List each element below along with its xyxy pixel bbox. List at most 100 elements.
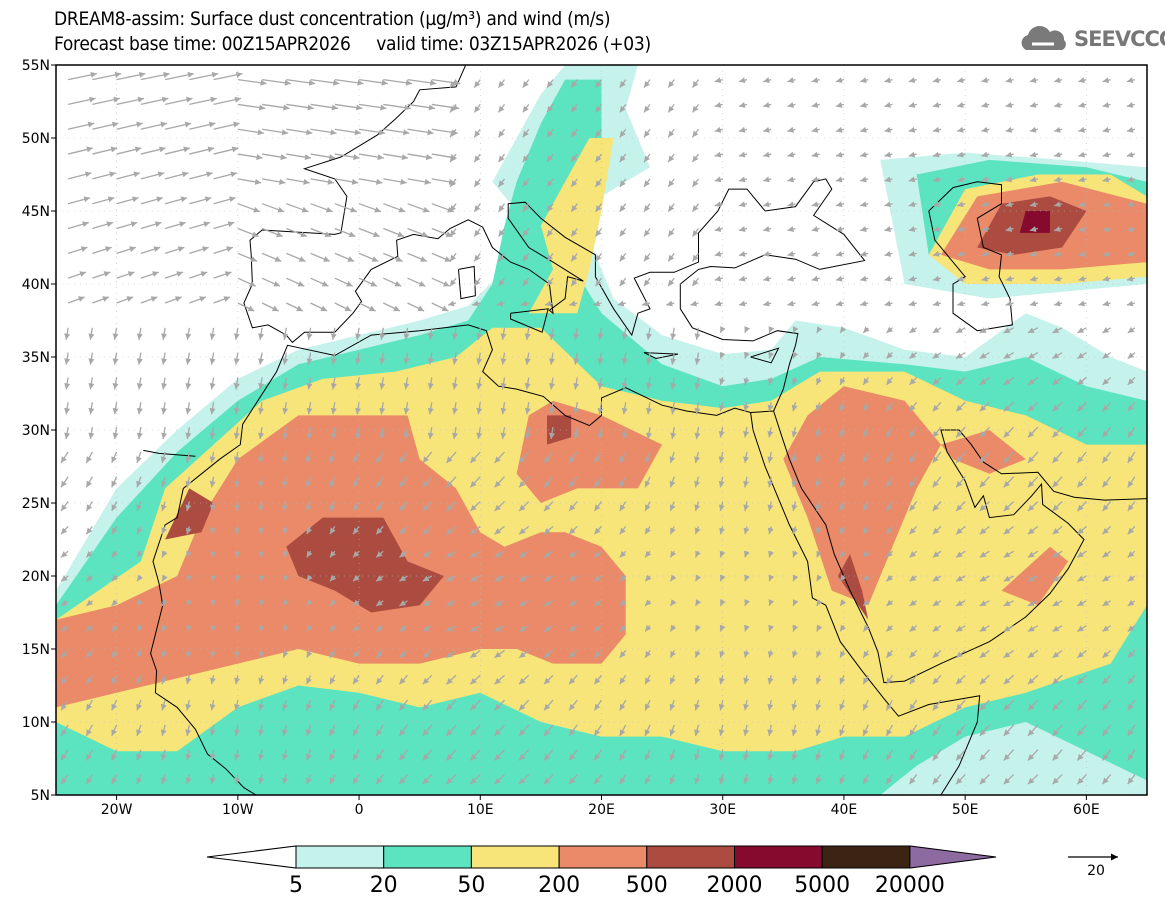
wind-arrow	[669, 699, 676, 711]
wind-arrow	[1076, 451, 1087, 464]
wind-arrow	[860, 77, 869, 84]
wind-arrow	[835, 300, 845, 307]
wind-arrow	[185, 724, 192, 737]
dust-contour-fill	[165, 488, 214, 540]
wind-arrow	[955, 600, 966, 607]
wind-arrow	[619, 476, 627, 488]
wind-arrow	[1078, 250, 1087, 257]
wind-arrow	[667, 252, 675, 262]
wind-arrow	[282, 377, 289, 390]
wind-arrow	[839, 650, 846, 659]
wind-arrow	[909, 326, 918, 334]
wind-arrow	[282, 426, 289, 440]
wind-arrow	[816, 650, 822, 658]
wind-arrow	[237, 178, 262, 185]
lat-tick-label: 5N	[31, 788, 50, 804]
wind-arrow	[860, 275, 869, 282]
wind-arrow	[261, 203, 285, 213]
wind-arrow	[60, 650, 69, 659]
wind-arrow	[594, 277, 603, 287]
wind-arrow	[619, 203, 627, 213]
wind-arrow	[1027, 600, 1039, 607]
wind-arrow	[694, 402, 701, 415]
wind-arrow	[646, 402, 652, 415]
wind-arrow	[1053, 300, 1063, 307]
wind-arrow	[261, 128, 289, 136]
wind-arrow	[811, 151, 820, 158]
wind-arrow	[667, 79, 675, 88]
wind-arrow	[1102, 176, 1111, 183]
wind-arrow	[469, 699, 481, 711]
wind-arrow	[67, 296, 85, 304]
wind-arrow	[498, 252, 506, 262]
wind-arrow	[816, 550, 823, 558]
wind-arrow	[932, 352, 942, 360]
wind-arrow	[85, 724, 93, 737]
wind-arrow	[811, 102, 820, 108]
wind-arrow	[1078, 201, 1087, 208]
wind-arrow	[546, 178, 554, 188]
wind-arrow	[161, 501, 167, 512]
wind-arrow	[957, 226, 966, 232]
wind-arrow	[792, 351, 799, 359]
wind-arrow	[792, 550, 799, 558]
wind-arrow	[718, 675, 725, 685]
wind-arrow	[258, 699, 264, 711]
wind-arrow	[261, 103, 290, 111]
wind-arrow	[955, 426, 966, 438]
wind-arrow	[862, 650, 870, 659]
wind-arrow	[92, 146, 118, 155]
wind-arrow	[643, 153, 651, 163]
wind-arrow	[594, 104, 603, 113]
wind-arrow	[815, 426, 822, 438]
wind-arrow	[136, 501, 143, 512]
wind-arrow	[189, 196, 212, 205]
wind-arrow	[862, 426, 869, 438]
wind-arrow	[719, 599, 726, 607]
wind-arrow	[669, 476, 676, 488]
wind-arrow	[1005, 176, 1014, 183]
wind-arrow	[186, 624, 193, 632]
wind-arrow	[261, 178, 286, 185]
wind-arrow	[694, 327, 701, 340]
wind-arrow	[909, 650, 918, 659]
wind-arrow	[112, 352, 119, 365]
wind-arrow	[714, 275, 723, 282]
wind-arrow	[1076, 649, 1087, 659]
wind-arrow	[334, 78, 364, 86]
wind-arrow	[1027, 649, 1039, 659]
wind-arrow	[375, 674, 384, 685]
wind-arrow	[383, 203, 406, 213]
wind-arrow	[209, 724, 216, 737]
wind-arrow	[884, 151, 893, 158]
wind-arrow	[330, 426, 337, 440]
wind-arrow	[213, 146, 239, 155]
wind-arrow	[543, 774, 554, 785]
wind-arrow	[886, 599, 893, 607]
wind-arrow	[791, 675, 798, 685]
wind-arrow	[452, 426, 458, 440]
wind-arrow	[379, 327, 386, 340]
wind-arrow	[407, 252, 428, 262]
wind-arrow	[932, 625, 942, 632]
wind-arrow	[431, 252, 452, 262]
wind-arrow	[1029, 201, 1039, 208]
forecast-times: Forecast base time: 00Z15APR2026 valid t…	[54, 33, 651, 55]
wind-arrow	[469, 674, 481, 685]
wind-arrow	[282, 526, 289, 535]
wind-arrow	[767, 426, 774, 438]
wind-arrow	[767, 675, 774, 685]
wind-arrow	[792, 599, 799, 607]
wind-arrow	[522, 178, 530, 188]
wind-arrow	[908, 102, 917, 108]
wind-arrow	[282, 749, 288, 761]
wind-arrow	[210, 574, 217, 582]
wind-arrow	[932, 151, 942, 158]
colorbar-level-label: 2000	[707, 873, 763, 898]
wind-arrow	[862, 351, 870, 359]
wind-arrow	[860, 300, 869, 307]
wind-arrow	[1003, 749, 1015, 761]
wind-arrow	[619, 650, 627, 659]
wind-arrow	[811, 250, 820, 257]
wind-arrow	[470, 600, 481, 607]
